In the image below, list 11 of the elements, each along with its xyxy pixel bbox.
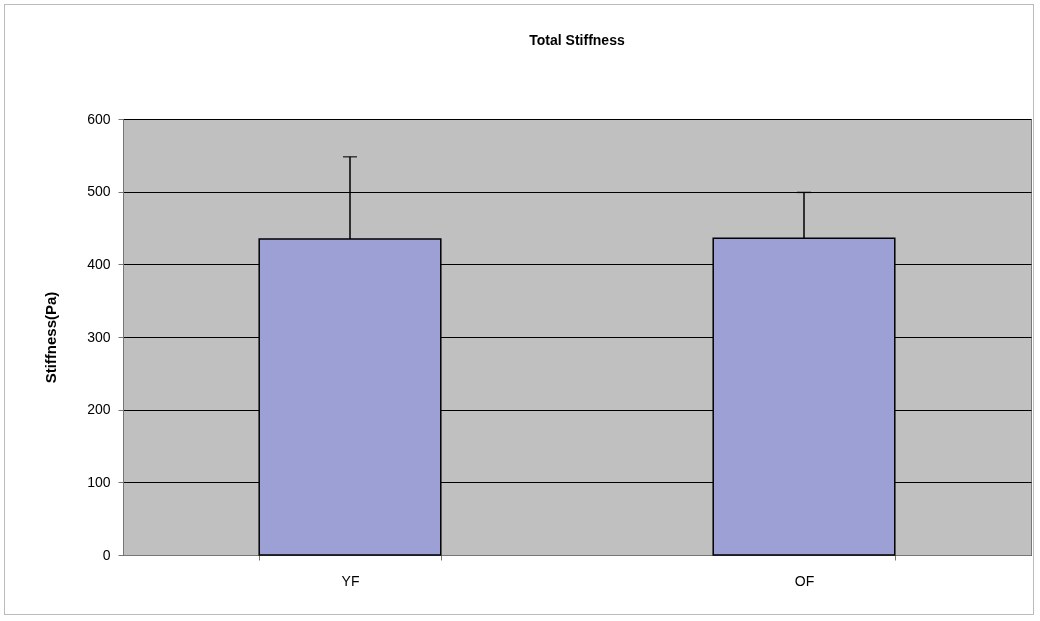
y-tick-label: 300 <box>87 328 111 345</box>
y-tick-label: 200 <box>87 401 111 418</box>
x-tick-label: YF <box>341 572 360 589</box>
y-tick-label: 600 <box>87 110 111 127</box>
y-tick-label: 100 <box>87 473 111 490</box>
chart-title: Total Stiffness <box>529 32 625 48</box>
y-tick-label: 400 <box>87 255 111 272</box>
y-tick-label: 500 <box>87 183 111 200</box>
y-axis-title: Stiffness(Pa) <box>42 291 60 384</box>
y-tick-label: 0 <box>102 546 111 563</box>
x-tick-label: OF <box>794 572 815 589</box>
